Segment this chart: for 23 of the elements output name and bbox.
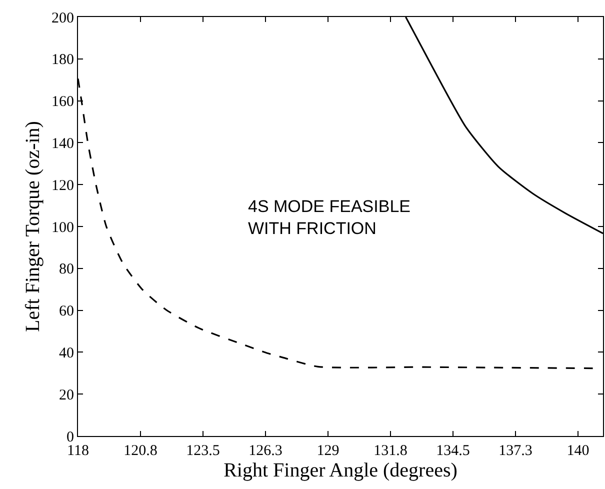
y-tick-label: 100 xyxy=(52,220,74,236)
y-tick-label: 80 xyxy=(59,262,74,278)
y-tick-label: 0 xyxy=(66,429,74,446)
x-tick-label: 126.3 xyxy=(248,443,282,459)
x-tick-label: 137.3 xyxy=(498,443,532,459)
y-tick-label: 140 xyxy=(52,136,74,152)
x-tick-label: 140 xyxy=(566,443,590,459)
y-tick-label: 60 xyxy=(59,304,74,320)
x-tick-label: 123.5 xyxy=(186,443,220,459)
annotation: 4S MODE FEASIBLE WITH FRICTION xyxy=(248,197,410,238)
x-tick-label: 131.8 xyxy=(374,443,408,459)
y-tick-label: 160 xyxy=(52,94,74,110)
y-tick-label: 120 xyxy=(52,178,74,194)
y-tick-label: 40 xyxy=(59,345,74,362)
y-axis-title: Left Finger Torque (oz-in) xyxy=(22,121,44,332)
x-tick-label: 134.5 xyxy=(436,443,470,459)
x-tick-label: 120.8 xyxy=(124,443,158,459)
y-tick-label: 200 xyxy=(52,10,74,26)
y-tick-label: 20 xyxy=(59,387,74,404)
y-tick-label: 180 xyxy=(52,52,74,68)
x-axis-title: Right Finger Angle (degrees) xyxy=(224,460,458,482)
x-tick-label: 118 xyxy=(67,443,89,459)
x-tick-label: 129 xyxy=(316,443,340,459)
